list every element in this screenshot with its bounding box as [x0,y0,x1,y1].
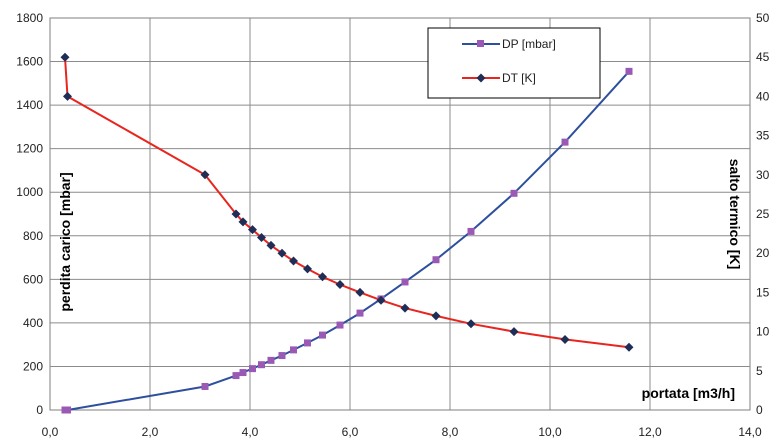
x-tick-label: 8,0 [442,425,459,439]
y-tick-label: 600 [23,272,43,286]
dp-point [561,138,569,146]
y2-tick-label: 30 [756,168,770,182]
y2-tick-label: 45 [756,50,770,64]
dt-point [624,342,634,352]
dp-point [267,356,275,364]
y2-tick-label: 25 [756,207,770,221]
dt-point [560,334,570,344]
dp-point [510,189,518,197]
legend-label-dt: DT [K] [502,71,536,85]
y-tick-label: 1600 [16,55,43,69]
y-tick-label: 800 [23,229,43,243]
dt-point [63,91,72,101]
dp-point [258,361,265,369]
dt-point [238,217,248,227]
y2-tick-label: 5 [756,364,763,378]
dp-point [625,67,633,75]
dp-point [356,309,364,317]
dp-point [401,278,409,286]
dt-point [335,280,345,290]
dt-point [509,327,519,337]
dt-point [400,303,410,313]
dt-point [266,240,276,250]
dt-point [355,287,365,297]
dp-point [64,406,71,414]
x-tick-label: 2,0 [142,425,159,439]
dt-point [200,170,210,180]
series-layer [60,52,634,414]
y-tick-label: 0 [36,403,43,417]
y2-tick-label: 40 [756,89,770,103]
dp-point [304,339,311,347]
dt-point [257,233,266,243]
dp-point [336,321,344,329]
plot-border [49,17,751,411]
x-tick-label: 10,0 [538,425,562,439]
y2-axis-title: salto termico [K] [727,159,743,269]
y2-tick-label: 15 [756,285,770,299]
y-tick-label: 1400 [16,98,43,112]
x-tick-label: 12,0 [638,425,662,439]
x-tick-label: 0,0 [42,425,59,439]
dt-point [466,319,476,329]
y2-tick-label: 20 [756,246,770,260]
dp-point [319,331,326,339]
dt-point [431,311,441,321]
dp-point [432,256,440,264]
legend-box [427,27,601,99]
dp-point [249,365,256,373]
plot-area [50,18,750,410]
x-tick-label: 14,0 [738,425,762,439]
y2-tick-label: 50 [756,11,770,25]
dt-point [277,248,287,258]
y-tick-label: 1000 [16,185,43,199]
legend: DP [mbar] DT [K] [427,27,601,99]
dt-point [60,52,70,62]
y-tick-label: 400 [23,316,43,330]
y2-tick-label: 35 [756,129,770,143]
y2-tick-label: 10 [756,325,770,339]
dt-point [303,264,312,274]
y-tick-label: 200 [23,359,43,373]
legend-marker-dt [476,73,486,83]
y-axis-title: perdita carico [mbar] [57,172,73,311]
dt-point [318,272,327,282]
dp-point [232,372,240,380]
legend-marker-dp [477,40,484,47]
dp-point [239,369,247,377]
dp-point [290,346,297,354]
dt-point [376,295,386,305]
dp-point [201,382,209,390]
x-tick-label: 4,0 [242,425,259,439]
dp-point [278,352,286,360]
legend-label-dp: DP [mbar] [502,37,556,51]
x-tick-label: 6,0 [342,425,359,439]
dt-point [248,225,257,235]
x-axis-title: portata [m3/h] [642,385,735,401]
y2-tick-label: 0 [756,403,763,417]
dt-point [231,209,241,219]
dt-point [289,256,298,266]
y-tick-label: 1200 [16,142,43,156]
dp-point [467,227,475,235]
y-tick-label: 1800 [16,11,43,25]
